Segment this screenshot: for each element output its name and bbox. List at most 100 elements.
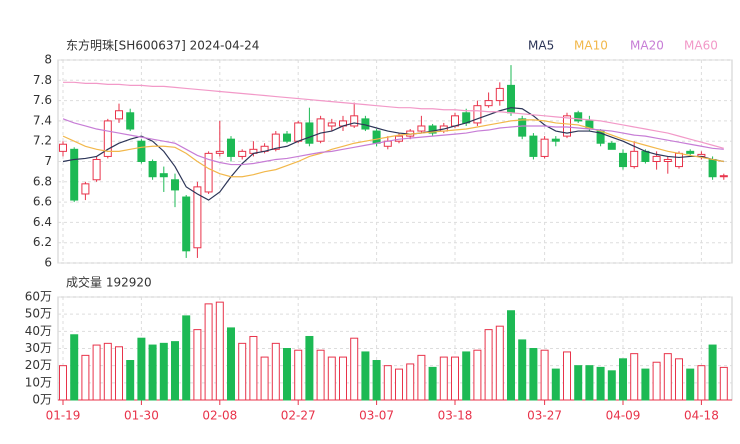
candle-body	[428, 125, 437, 134]
volume-bar	[327, 356, 336, 401]
y-tick-label: 60万	[25, 290, 52, 304]
candle-body	[327, 122, 336, 127]
y-tick-label: 6.6	[33, 195, 52, 209]
volume-bar	[596, 366, 605, 401]
candle-body	[92, 158, 101, 181]
candle-body	[148, 161, 157, 178]
x-tick-label: 02-27	[281, 409, 316, 423]
candle-body	[238, 150, 247, 157]
volume-bar	[518, 339, 527, 401]
volume-bar	[92, 344, 101, 401]
volume-bar	[227, 327, 235, 401]
x-tick-label: 04-18	[684, 409, 719, 423]
volume-bar	[563, 351, 571, 401]
candle-body	[619, 152, 627, 168]
candle-body	[372, 130, 381, 144]
candle-body	[607, 142, 616, 150]
candle-body	[59, 143, 67, 152]
volume-bar	[59, 365, 67, 401]
x-tick-label: 03-18	[438, 409, 473, 423]
volume-bar	[439, 356, 448, 401]
candle-body	[81, 183, 90, 195]
candle-body	[652, 155, 661, 163]
volume-bar	[238, 342, 247, 401]
legend-label: MA5	[528, 39, 554, 53]
volume-bar	[103, 342, 112, 401]
candle-body	[540, 138, 549, 157]
candle-body	[417, 125, 426, 132]
x-tick-label: 03-07	[359, 409, 394, 423]
candle-body	[686, 150, 695, 154]
volume-bar	[372, 360, 381, 401]
volume-bar	[484, 329, 493, 401]
candle-body	[316, 118, 325, 142]
volume-bar	[652, 361, 661, 401]
candle-body	[227, 138, 235, 157]
volume-bar	[294, 349, 303, 401]
volume-bar	[126, 360, 135, 401]
candle-body	[171, 179, 179, 191]
volume-bar	[249, 335, 258, 401]
ma-line	[63, 81, 724, 149]
candle-body	[484, 100, 493, 107]
x-tick-label: 03-27	[527, 409, 562, 423]
candle-body	[719, 175, 728, 178]
volume-bar	[316, 349, 325, 401]
candle-body	[182, 196, 191, 252]
candle-body	[563, 115, 571, 137]
candle-body	[518, 118, 527, 137]
legend-label: MA20	[630, 39, 664, 53]
candle-body	[70, 148, 79, 201]
candle-body	[294, 122, 303, 142]
candle-body	[529, 135, 538, 157]
volume-bar	[406, 363, 415, 401]
volume-bar	[619, 358, 627, 401]
y-tick-label: 6.8	[33, 174, 52, 188]
candle-body	[103, 120, 112, 157]
y-tick-label: 7.6	[33, 93, 52, 107]
y-tick-label: 6.2	[33, 235, 52, 249]
volume-bar	[350, 337, 359, 401]
volume-title: 成交量 192920	[66, 275, 152, 290]
y-tick-label: 7.8	[33, 73, 52, 87]
volume-bar	[641, 368, 650, 401]
volume-bar	[697, 365, 706, 401]
y-tick-label: 10万	[25, 375, 52, 389]
candle-body	[271, 133, 280, 150]
x-tick-label: 04-09	[606, 409, 641, 423]
ma-line	[62, 119, 724, 178]
volume-bar	[137, 337, 146, 401]
volume-bar	[70, 334, 79, 401]
volume-bar	[607, 370, 616, 401]
volume-bar	[271, 342, 280, 401]
y-tick-label: 0万	[32, 393, 52, 407]
volume-bar	[708, 344, 717, 401]
ma-line	[62, 107, 724, 201]
volume-bar	[551, 368, 560, 401]
volume-bar	[115, 346, 123, 401]
candle-body	[574, 112, 583, 122]
volume-bar	[428, 366, 437, 401]
candle-body	[159, 173, 168, 178]
volume-bar	[215, 301, 224, 401]
volume-bar	[462, 351, 471, 401]
y-tick-label: 20万	[25, 358, 52, 372]
volume-bar	[663, 353, 672, 401]
volume-bar	[495, 325, 504, 401]
y-tick-label: 6	[44, 256, 52, 270]
candle-body	[283, 133, 291, 142]
volume-bar	[193, 329, 202, 401]
y-tick-label: 40万	[25, 324, 52, 338]
candle-body	[495, 87, 504, 102]
volume-bar	[283, 348, 291, 401]
y-tick-label: 50万	[25, 307, 52, 321]
candle-body	[551, 138, 560, 142]
y-tick-label: 7.4	[33, 113, 52, 127]
candle-body	[641, 150, 650, 163]
candle-body	[630, 150, 639, 168]
volume-bar	[686, 368, 695, 401]
volume-bar	[630, 353, 639, 401]
volume-bar	[507, 310, 515, 401]
volume-bar	[585, 365, 594, 401]
volume-bar	[260, 356, 269, 401]
